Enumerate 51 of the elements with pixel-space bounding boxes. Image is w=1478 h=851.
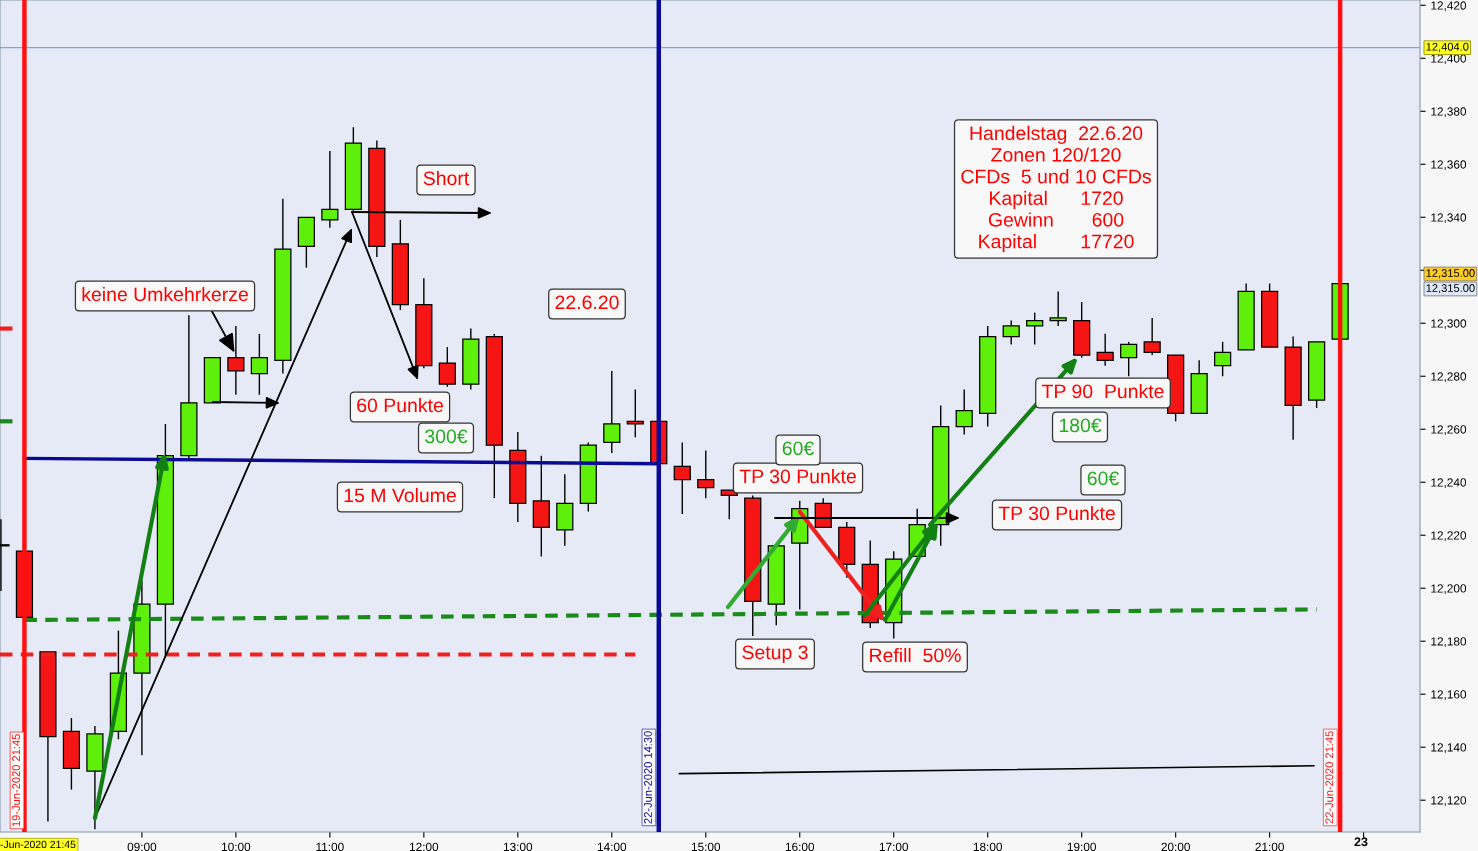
annotation: TP 30 Punkte bbox=[739, 468, 856, 484]
annotation: 15 M Volume bbox=[344, 487, 456, 503]
y-tick-label: 12,140 bbox=[1431, 743, 1467, 753]
annotation: Refill 50% bbox=[870, 647, 961, 663]
y-tick-label: 12,380 bbox=[1431, 107, 1467, 118]
x-tick-label: 20:00 bbox=[1161, 842, 1190, 851]
annotation: Setup 3 bbox=[742, 645, 808, 664]
x-tick-label: 21:00 bbox=[1255, 842, 1284, 851]
annotation: Handelstag 22.6.20 Zonen 120/120 CFDs 5 und 10 CFDs Kapital 1720 Gewinn 600 Kapital 17720 bbox=[961, 125, 1151, 253]
annotation: Short bbox=[423, 170, 470, 186]
y-tick-label: 12,160 bbox=[1431, 690, 1467, 700]
text: 12,315.00 bbox=[1426, 269, 1475, 279]
text: -Jun-2020 21:45 bbox=[0, 840, 76, 849]
x-tick-label: 17:00 bbox=[879, 842, 909, 851]
annotation: 22.6.20 bbox=[555, 295, 619, 310]
x-tick-label: 11:00 bbox=[316, 842, 344, 851]
y-tick-label: 12,360 bbox=[1431, 160, 1467, 171]
x-tick-label: 16:00 bbox=[785, 842, 815, 851]
annotation: 60€ bbox=[1087, 471, 1119, 486]
annotation: TP 30 Punkte bbox=[998, 505, 1115, 521]
y-tick-label: 12,260 bbox=[1431, 425, 1467, 436]
annotation: 60 Punkte bbox=[357, 397, 443, 413]
annotation: keine Umkehrkerze bbox=[82, 286, 248, 302]
x-tick-label: 12:00 bbox=[409, 842, 439, 851]
y-tick-label: 12,200 bbox=[1431, 584, 1467, 595]
x-tick-label: 18:00 bbox=[973, 842, 1003, 851]
annotation: 300€ bbox=[425, 429, 468, 444]
y-tick-label: 12,120 bbox=[1431, 796, 1467, 806]
y-tick-label: 12,300 bbox=[1431, 319, 1467, 330]
ref-line-label: 22-Jun-2020 14:30 bbox=[644, 731, 652, 824]
y-tick-label: 12,180 bbox=[1431, 637, 1467, 648]
annotation: 60€ bbox=[782, 441, 814, 456]
text: 23 bbox=[1354, 837, 1368, 847]
y-tick-label: 12,400 bbox=[1431, 54, 1467, 65]
x-tick-label: 15:00 bbox=[691, 842, 721, 851]
y-tick-label: 12,340 bbox=[1431, 213, 1467, 224]
x-tick-label: 10:00 bbox=[222, 842, 251, 851]
y-tick-label: 12,220 bbox=[1431, 531, 1467, 542]
x-tick-label: 19:00 bbox=[1067, 842, 1096, 851]
y-tick-label: 12,240 bbox=[1431, 478, 1467, 489]
x-tick-label: 14:00 bbox=[597, 842, 627, 851]
x-tick-label: 13:00 bbox=[503, 842, 533, 851]
ref-line-label: 12,404.0 bbox=[1426, 42, 1469, 52]
y-tick-label: 12,280 bbox=[1431, 372, 1467, 383]
annotation: TP 90 Punkte bbox=[1042, 383, 1164, 399]
x-tick-label: 09:00 bbox=[127, 842, 157, 851]
ref-line-label: 22-Jun-2020 21:45 bbox=[1325, 731, 1334, 824]
y-tick-label: 12,420 bbox=[1431, 1, 1467, 12]
annotation: 180€ bbox=[1059, 418, 1102, 433]
annotation: 19-Jun-2020 21:45 bbox=[12, 734, 21, 827]
text: 12,315.00 bbox=[1426, 284, 1475, 294]
